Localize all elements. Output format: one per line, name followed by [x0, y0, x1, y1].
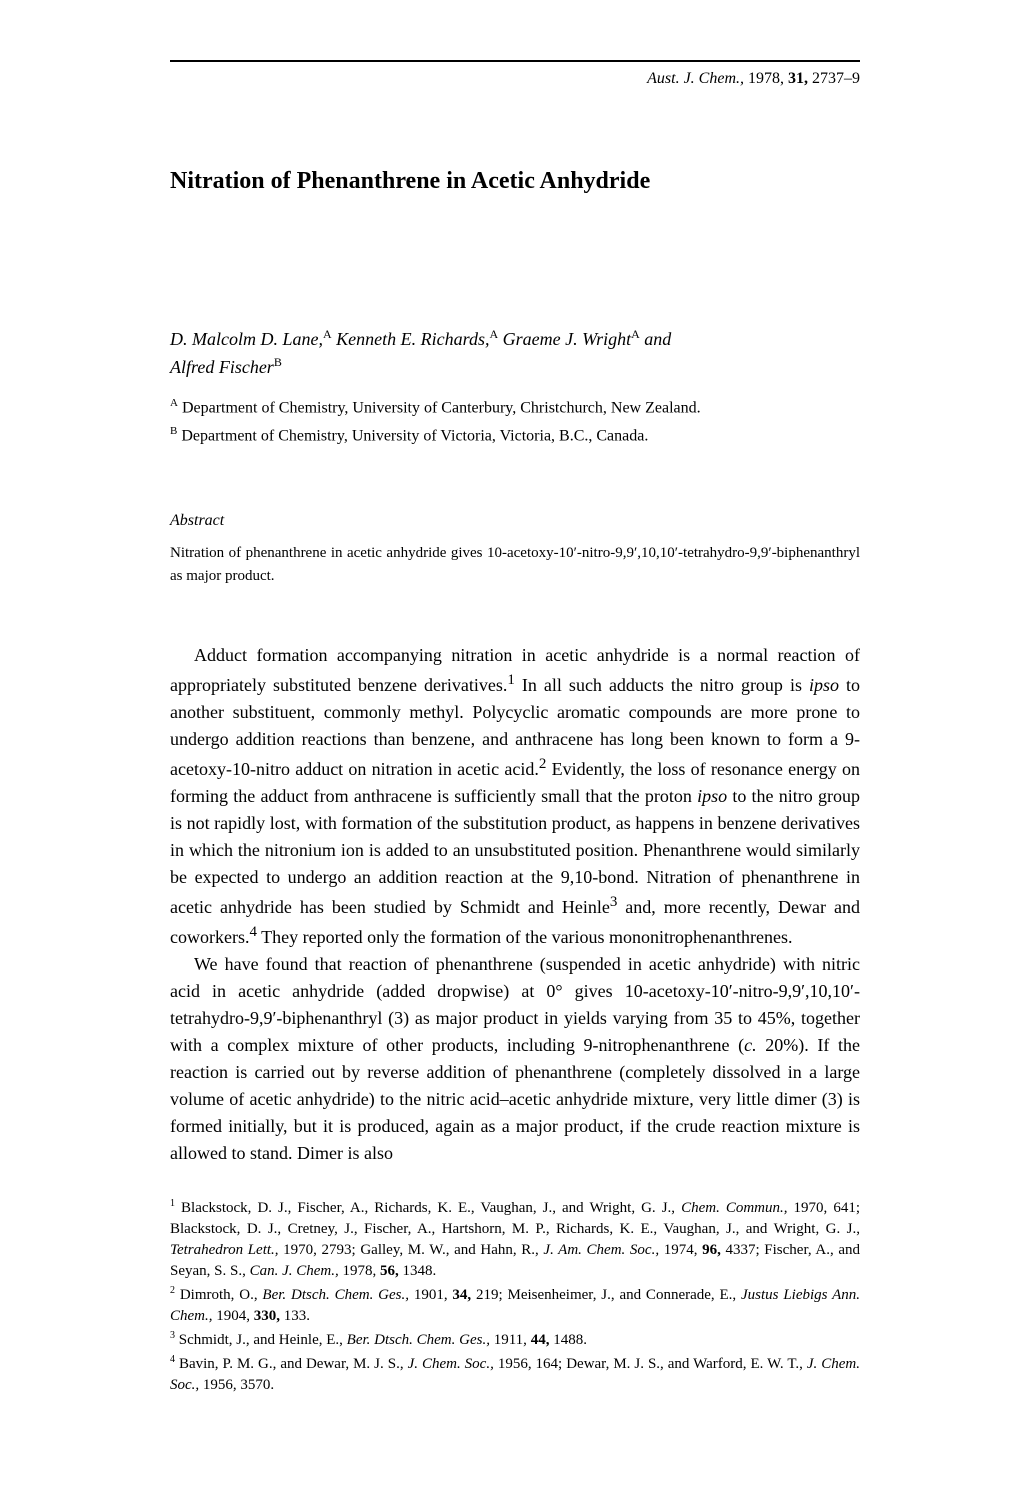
affil-marker: A [170, 397, 178, 409]
journal-year: 1978, [748, 70, 784, 87]
ref-sup: 1 [507, 672, 515, 688]
fn-text: 133. [280, 1308, 310, 1324]
volume-bold: 96, [702, 1242, 721, 1258]
fn-text: 1956, 3570. [199, 1377, 274, 1393]
abstract-text: Nitration of phenanthrene in acetic anhy… [170, 542, 860, 587]
fn-text: 1956, 164; Dewar, M. J. S., and Warford,… [494, 1356, 807, 1372]
fn-text: 1974, [659, 1242, 702, 1258]
paragraph-1: Adduct formation accompanying nitration … [170, 642, 860, 951]
fn-text: Bavin, P. M. G., and Dewar, M. J. S., [175, 1356, 408, 1372]
journal-italic: J. Am. Chem. Soc., [543, 1242, 659, 1258]
footnote-4: 4 Bavin, P. M. G., and Dewar, M. J. S., … [170, 1353, 860, 1396]
journal-italic: Tetrahedron Lett., [170, 1242, 279, 1258]
body-text: Adduct formation accompanying nitration … [170, 642, 860, 1167]
journal-italic: Chem. Commun., [681, 1200, 787, 1216]
body-span: They reported only the formation of the … [257, 927, 793, 947]
journal-italic: J. Chem. Soc., [408, 1356, 494, 1372]
fn-text: 1488. [549, 1332, 587, 1348]
fn-text: 1970, 2793; Galley, M. W., and Hahn, R., [279, 1242, 544, 1258]
fn-text: 1904, [213, 1308, 254, 1324]
header-rule [170, 60, 860, 62]
abstract-heading: Abstract [170, 512, 860, 530]
affil-sup: A [631, 327, 640, 341]
fn-text: 1978, [339, 1263, 380, 1279]
paragraph-2: We have found that reaction of phenanthr… [170, 951, 860, 1167]
affiliation-a: A Department of Chemistry, University of… [170, 396, 860, 420]
volume-bold: 330, [254, 1308, 280, 1324]
journal-italic: Ber. Dtsch. Chem. Ges., [262, 1287, 409, 1303]
fn-text: 1348. [399, 1263, 437, 1279]
affil-sup: A [323, 327, 332, 341]
footnote-3: 3 Schmidt, J., and Heinle, E., Ber. Dtsc… [170, 1329, 860, 1351]
italic-term: c. [744, 1035, 757, 1055]
journal-reference: Aust. J. Chem., 1978, 31, 2737–9 [170, 70, 860, 88]
affil-text: Department of Chemistry, University of V… [177, 427, 648, 444]
affiliation-b: B Department of Chemistry, University of… [170, 424, 860, 448]
authors: D. Malcolm D. Lane,A Kenneth E. Richards… [170, 325, 860, 381]
footnote-2: 2 Dimroth, O., Ber. Dtsch. Chem. Ges., 1… [170, 1284, 860, 1327]
affil-text: Department of Chemistry, University of C… [178, 399, 701, 416]
author-name: Kenneth E. Richards, [332, 329, 490, 349]
fn-text: 1911, [490, 1332, 531, 1348]
author-name: Graeme J. Wright [498, 329, 631, 349]
fn-text: Dimroth, O., [175, 1287, 262, 1303]
footnotes: 1 Blackstock, D. J., Fischer, A., Richar… [170, 1197, 860, 1396]
author-and: and [640, 329, 672, 349]
footnote-1: 1 Blackstock, D. J., Fischer, A., Richar… [170, 1197, 860, 1282]
journal-volume: 31, [788, 70, 808, 87]
fn-text: Blackstock, D. J., Fischer, A., Richards… [175, 1200, 681, 1216]
affil-sup: A [489, 327, 498, 341]
body-span: In all such adducts the nitro group is [515, 675, 809, 695]
volume-bold: 56, [380, 1263, 399, 1279]
italic-term: ipso [697, 786, 727, 806]
journal-italic: Can. J. Chem., [250, 1263, 339, 1279]
author-name: Alfred Fischer [170, 357, 274, 377]
article-title: Nitration of Phenanthrene in Acetic Anhy… [170, 168, 860, 195]
fn-text: 1901, [409, 1287, 452, 1303]
author-name: D. Malcolm D. Lane, [170, 329, 323, 349]
volume-bold: 44, [531, 1332, 550, 1348]
journal-pages: 2737–9 [812, 70, 860, 87]
fn-text: Schmidt, J., and Heinle, E., [175, 1332, 347, 1348]
italic-term: ipso [809, 675, 839, 695]
journal-name: Aust. J. Chem., [647, 70, 744, 87]
ref-sup: 4 [249, 924, 257, 940]
fn-text: 219; Meisenheimer, J., and Connerade, E.… [471, 1287, 741, 1303]
affil-sup: B [274, 355, 282, 369]
journal-italic: Ber. Dtsch. Chem. Ges., [347, 1332, 490, 1348]
abstract-section: Abstract Nitration of phenanthrene in ac… [170, 512, 860, 587]
volume-bold: 34, [452, 1287, 471, 1303]
